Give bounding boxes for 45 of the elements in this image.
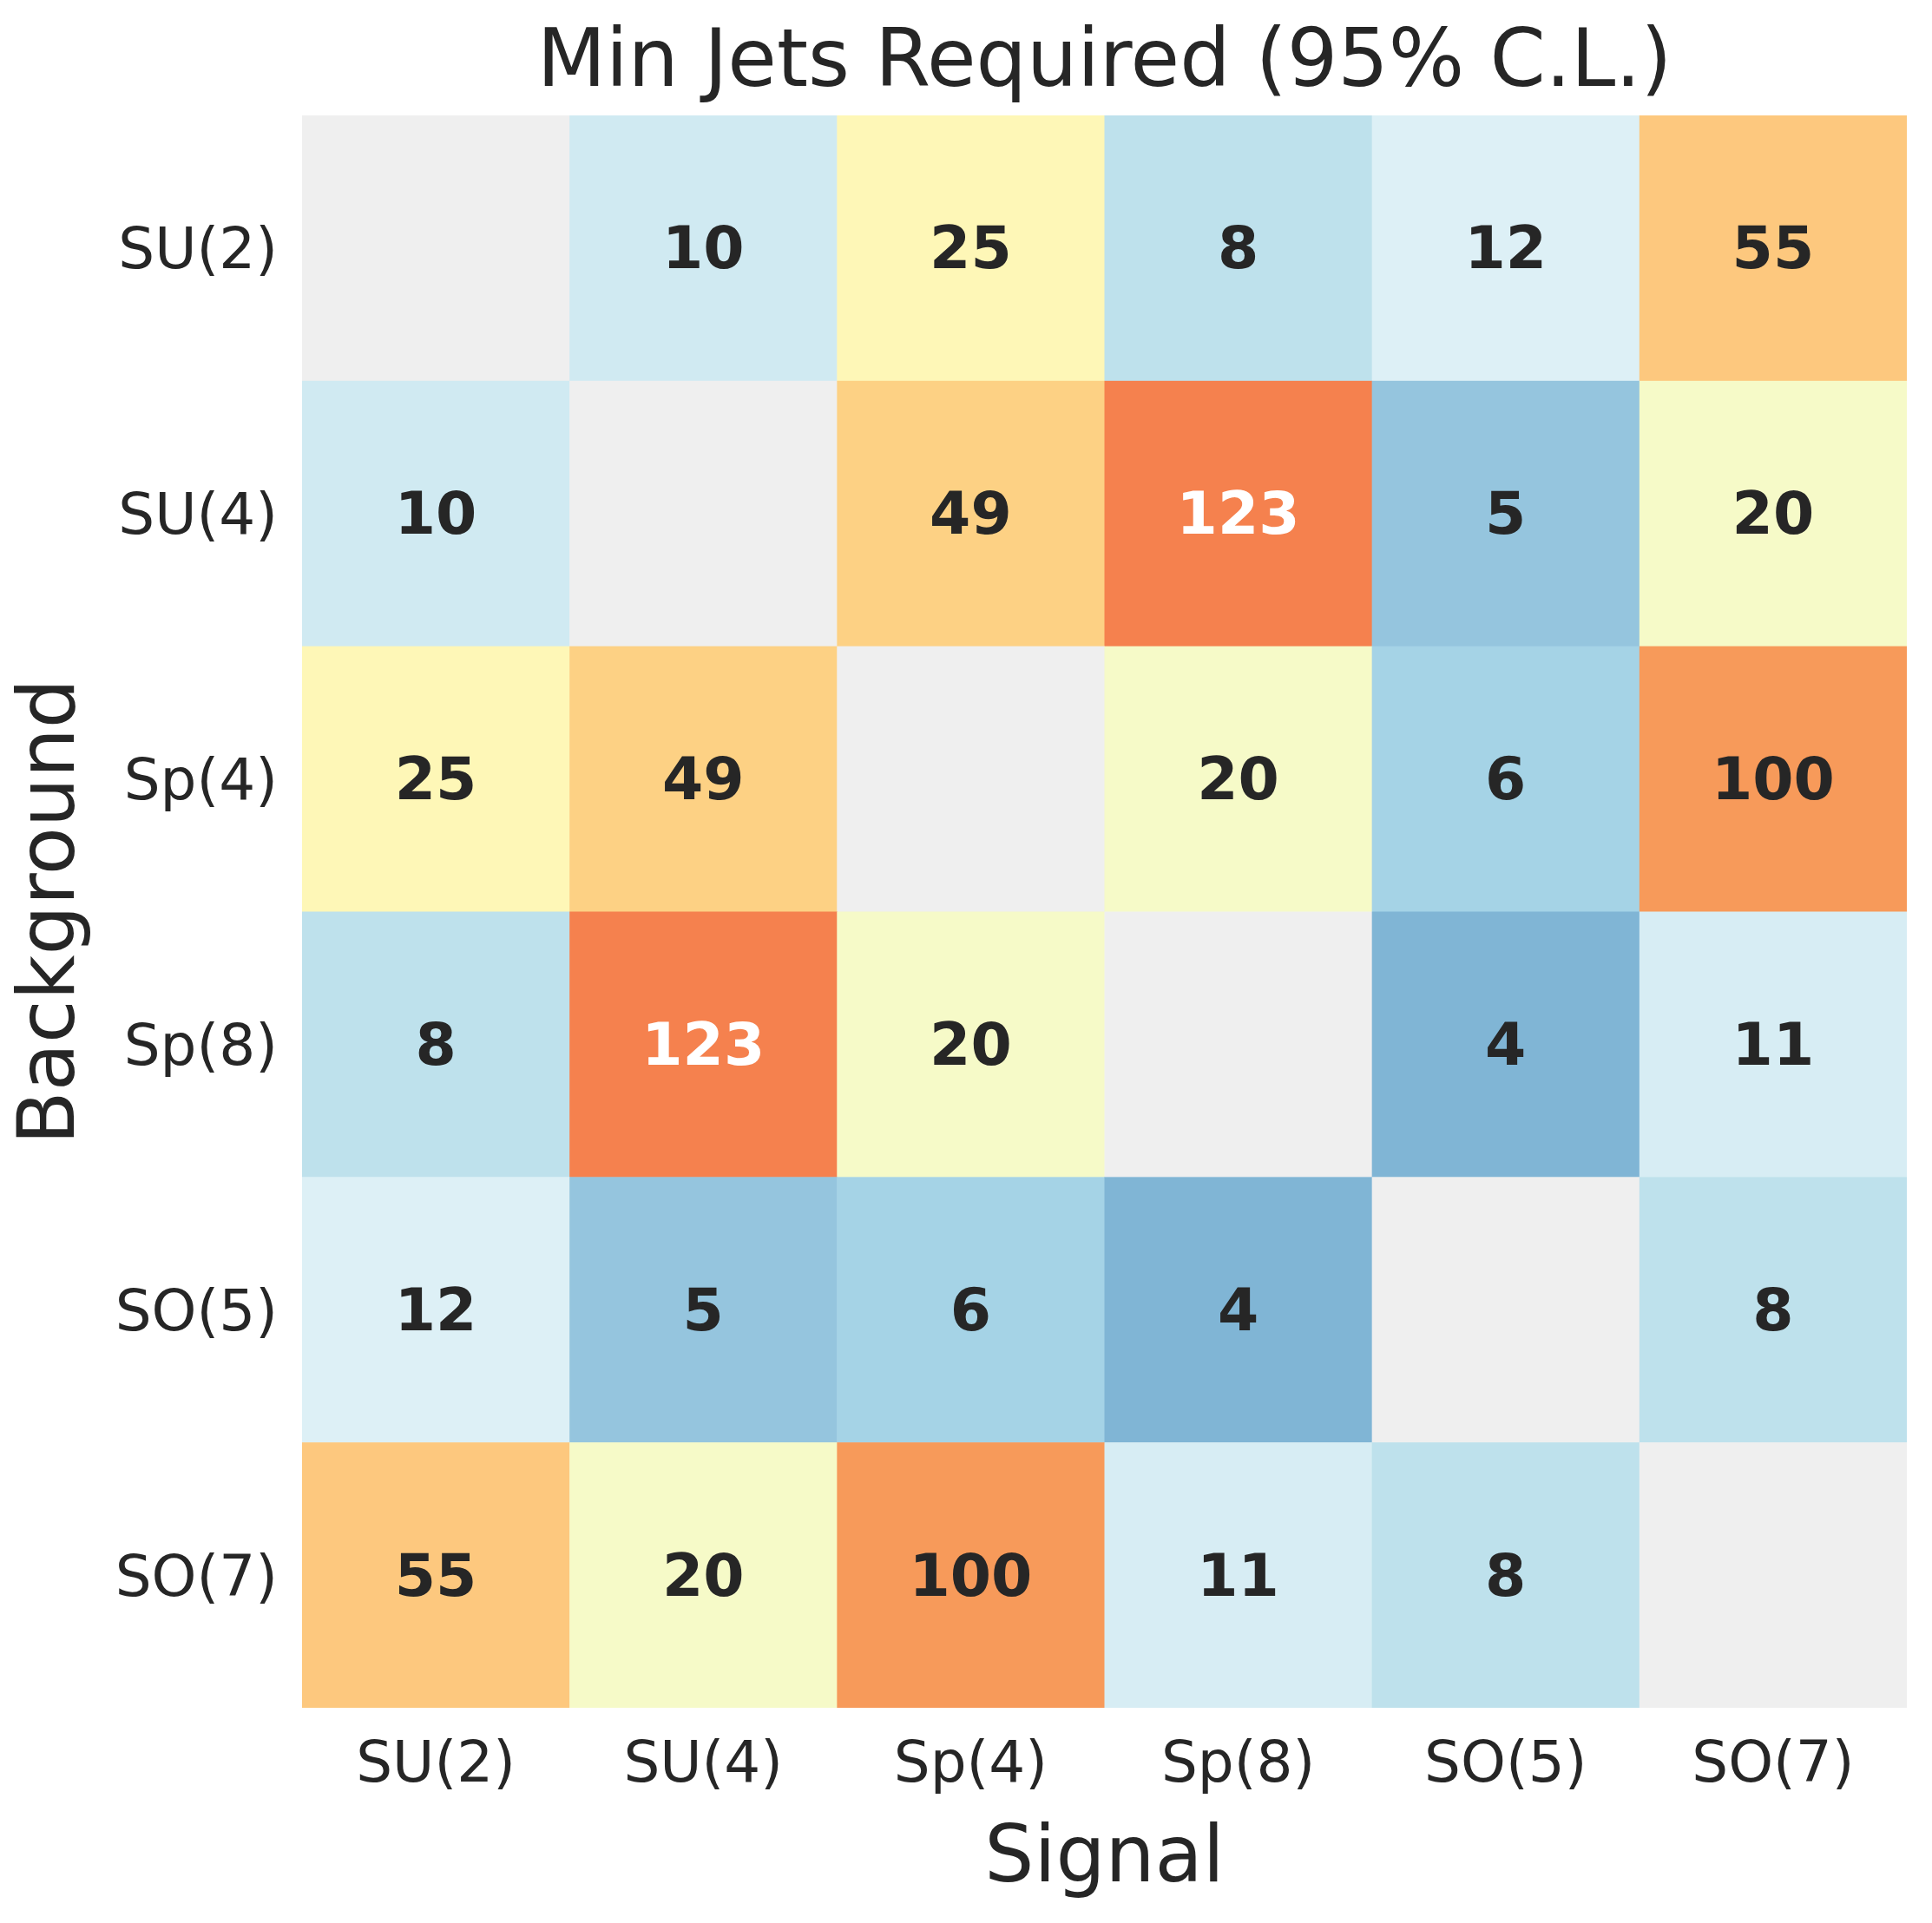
data-label: 20 [1732, 479, 1815, 548]
y-axis-title: Background [0, 679, 92, 1145]
data-label: 123 [1176, 479, 1300, 548]
x-tick-label: SU(2) [356, 1728, 516, 1795]
data-label: 25 [930, 213, 1012, 283]
data-label: 5 [682, 1275, 724, 1344]
y-tick-label: Sp(8) [123, 1011, 278, 1079]
data-label: 12 [394, 1275, 477, 1344]
y-tick-label: SO(7) [115, 1542, 278, 1610]
x-tick-label: SO(7) [1692, 1728, 1855, 1795]
data-label: 12 [1464, 213, 1548, 283]
x-tick-label: Sp(4) [893, 1728, 1048, 1795]
data-label: 8 [1217, 213, 1259, 283]
x-axis-title: Signal [984, 1808, 1225, 1900]
data-label: 100 [909, 1540, 1033, 1610]
x-tick-label: Sp(8) [1160, 1728, 1316, 1795]
data-label: 11 [1197, 1540, 1279, 1610]
data-label: 4 [1485, 1009, 1527, 1079]
data-label: 6 [950, 1275, 992, 1344]
data-label: 123 [641, 1009, 766, 1079]
data-label: 25 [394, 745, 477, 814]
data-label: 100 [1711, 745, 1835, 814]
data-label: 10 [661, 213, 745, 283]
y-tick-label: SU(4) [118, 481, 278, 548]
data-label: 6 [1485, 745, 1527, 814]
data-label: 20 [1197, 745, 1279, 814]
data-label: 10 [394, 479, 477, 548]
y-tick-label: SO(5) [115, 1277, 278, 1344]
data-label: 49 [930, 479, 1012, 548]
data-label: 11 [1732, 1009, 1815, 1079]
chart-title: Min Jets Required (95% C.L.) [536, 11, 1673, 107]
data-label: 5 [1485, 479, 1527, 548]
data-label: 20 [661, 1540, 745, 1610]
data-label: 8 [1485, 1540, 1527, 1610]
data-label: 4 [1217, 1275, 1259, 1344]
data-label: 55 [1732, 213, 1815, 283]
y-tick-label: Sp(4) [123, 746, 278, 814]
data-label: 8 [415, 1009, 457, 1079]
data-label: 8 [1752, 1275, 1794, 1344]
x-tick-label: SU(4) [623, 1728, 784, 1795]
data-label: 55 [394, 1540, 477, 1610]
data-label: 49 [661, 745, 745, 814]
x-tick-label: SO(5) [1424, 1728, 1587, 1795]
y-tick-label: SU(2) [118, 215, 278, 283]
data-label: 20 [930, 1009, 1012, 1079]
